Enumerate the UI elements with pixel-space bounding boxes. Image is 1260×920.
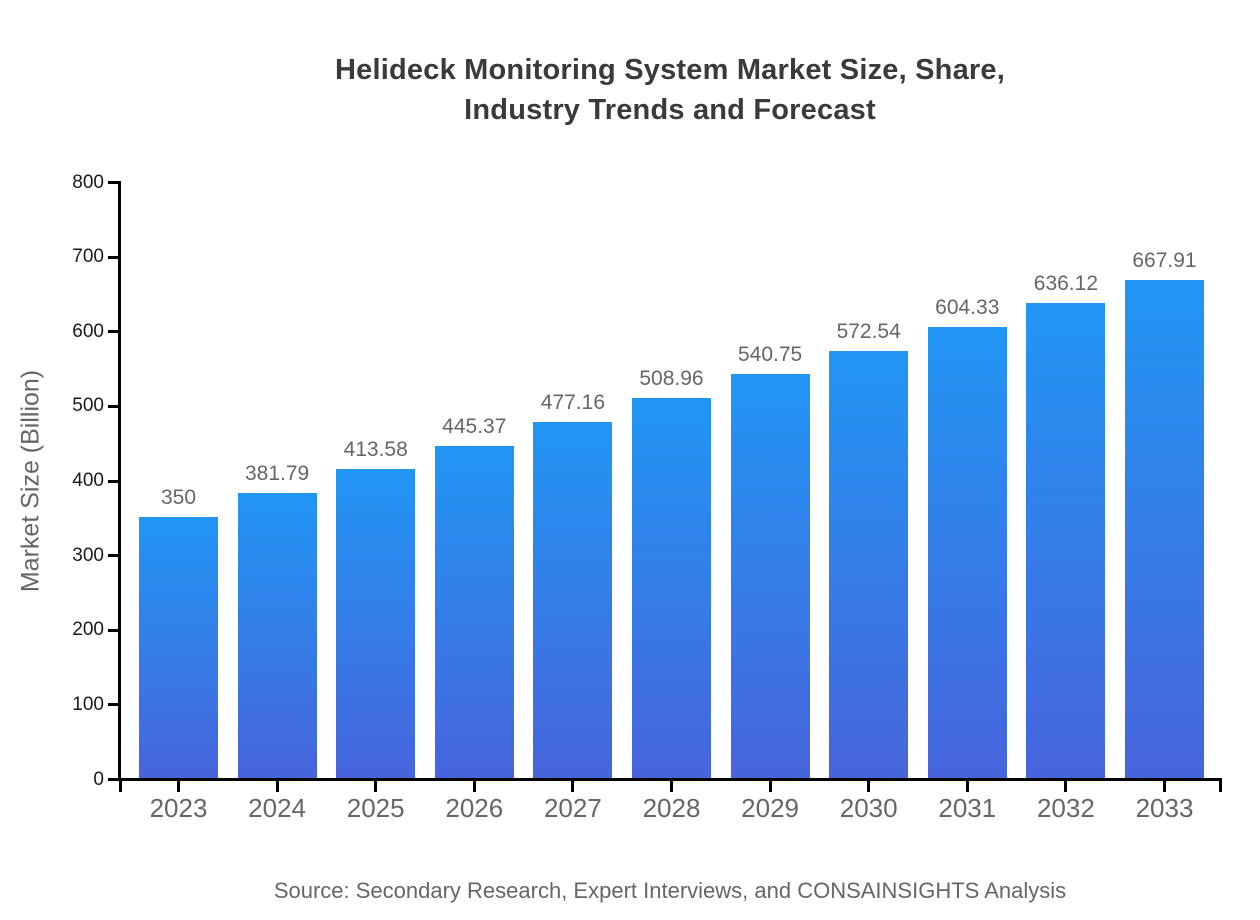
- source-caption: Source: Secondary Research, Expert Inter…: [273, 878, 1067, 903]
- chart-title-line-1: Helideck Monitoring System Market Size, …: [335, 54, 1005, 86]
- x-tick-mark: [670, 781, 673, 792]
- x-axis-tick-label: 2027: [543, 793, 602, 823]
- bar: [533, 421, 613, 778]
- x-tick-mark: [768, 781, 772, 792]
- x-axis-tick-label: 2026: [445, 793, 504, 823]
- x-tick-mark: [1219, 781, 1222, 792]
- bar-value-label: 477.16: [540, 390, 605, 414]
- bar: [927, 327, 1007, 778]
- y-tick-label: 800: [72, 171, 104, 193]
- bar-value-label: 350: [160, 485, 197, 509]
- chart-title-line-2: Industry Trends and Forecast: [464, 94, 876, 126]
- x-axis-tick-label: 2024: [248, 793, 307, 823]
- y-tick-label: 400: [72, 470, 104, 491]
- x-tick-mark: [965, 781, 969, 792]
- y-tick-label: 100: [72, 693, 104, 715]
- x-axis-tick-label: 2031: [938, 793, 997, 823]
- bar-value-label: 572.54: [836, 319, 901, 343]
- x-axis-tick-label: 2030: [839, 793, 898, 823]
- x-tick-mark: [1163, 781, 1166, 792]
- bar-value-label: 604.33: [935, 296, 1000, 320]
- bar-value-label: 445.37: [442, 414, 507, 438]
- y-tick-label: 600: [72, 320, 104, 342]
- y-tick-label: 0: [93, 768, 104, 790]
- bar: [336, 469, 416, 778]
- x-tick-mark: [275, 781, 279, 792]
- bar-value-label: 413.58: [343, 438, 408, 462]
- x-tick-mark: [571, 781, 575, 792]
- x-axis-tick-label: 2028: [642, 793, 701, 823]
- y-tick-mark: [108, 554, 118, 558]
- y-tick-label: 700: [72, 246, 104, 268]
- x-tick-mark: [472, 781, 476, 792]
- y-tick-mark: [108, 479, 118, 483]
- bar: [632, 398, 711, 778]
- bar: [829, 350, 909, 778]
- y-tick-mark: [108, 703, 118, 707]
- y-tick-label: 200: [72, 619, 104, 641]
- y-tick-mark: [108, 330, 118, 334]
- y-tick-mark: [108, 181, 118, 184]
- bar-value-label: 381.79: [244, 462, 310, 486]
- x-axis-tick-label: 2033: [1135, 793, 1194, 823]
- x-tick-mark: [867, 781, 871, 792]
- y-tick-mark: [108, 628, 118, 632]
- chart-title: Helideck Monitoring System Market Size, …: [118, 50, 1222, 130]
- y-tick-mark: [108, 255, 118, 259]
- y-tick-label: 500: [72, 395, 104, 417]
- x-axis-spine: [118, 778, 1222, 781]
- bar-value-label: 540.75: [737, 343, 803, 367]
- x-axis-tick-label: 2029: [741, 793, 800, 823]
- bar-value-label: 667.91: [1132, 248, 1197, 272]
- bar: [1026, 303, 1106, 778]
- x-tick-mark: [374, 781, 378, 792]
- x-tick-mark: [177, 781, 180, 792]
- x-axis-tick-label: 2032: [1036, 793, 1095, 823]
- x-axis-tick-label: 2025: [346, 793, 405, 823]
- x-tick-mark: [1064, 781, 1068, 792]
- x-tick-mark: [118, 781, 122, 792]
- y-tick-mark: [108, 778, 118, 781]
- y-tick-mark: [108, 404, 118, 408]
- bar-value-label: 508.96: [639, 367, 704, 391]
- x-axis-tick-label: 2023: [149, 793, 208, 823]
- bar: [237, 493, 317, 778]
- bar-value-label: 636.12: [1033, 272, 1098, 296]
- bar: [1125, 279, 1204, 778]
- y-axis-spine: [118, 181, 121, 781]
- bar: [139, 516, 218, 778]
- bar: [730, 374, 810, 778]
- bar: [434, 445, 514, 778]
- y-tick-label: 300: [72, 544, 104, 566]
